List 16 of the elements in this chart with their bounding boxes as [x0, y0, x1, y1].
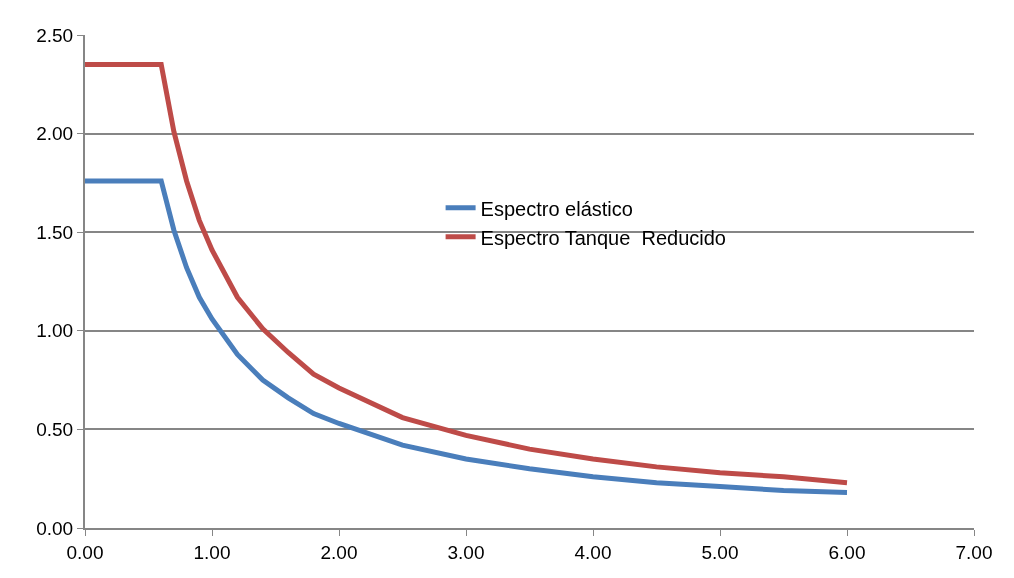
y-tick-label: 2.50 [36, 24, 74, 46]
x-tick-label: 3.00 [447, 541, 485, 563]
legend-label: Espectro elástico [480, 197, 633, 220]
x-tick-label: 1.00 [193, 541, 231, 563]
x-tick-label: 4.00 [574, 541, 612, 563]
y-tick-label: 1.00 [36, 320, 74, 342]
y-tick-label: 1.50 [36, 221, 74, 243]
y-tick-label: 0.00 [36, 517, 74, 539]
x-tick-label: 6.00 [828, 541, 866, 563]
x-tick-label: 7.00 [955, 541, 993, 563]
y-tick-label: 0.50 [36, 419, 74, 441]
y-tick-label: 2.00 [36, 123, 74, 145]
legend-label: Espectro Tanque Reducido [480, 226, 726, 249]
x-tick-label: 5.00 [701, 541, 739, 563]
x-tick-label: 2.00 [320, 541, 358, 563]
x-tick-label: 0.00 [66, 541, 104, 563]
